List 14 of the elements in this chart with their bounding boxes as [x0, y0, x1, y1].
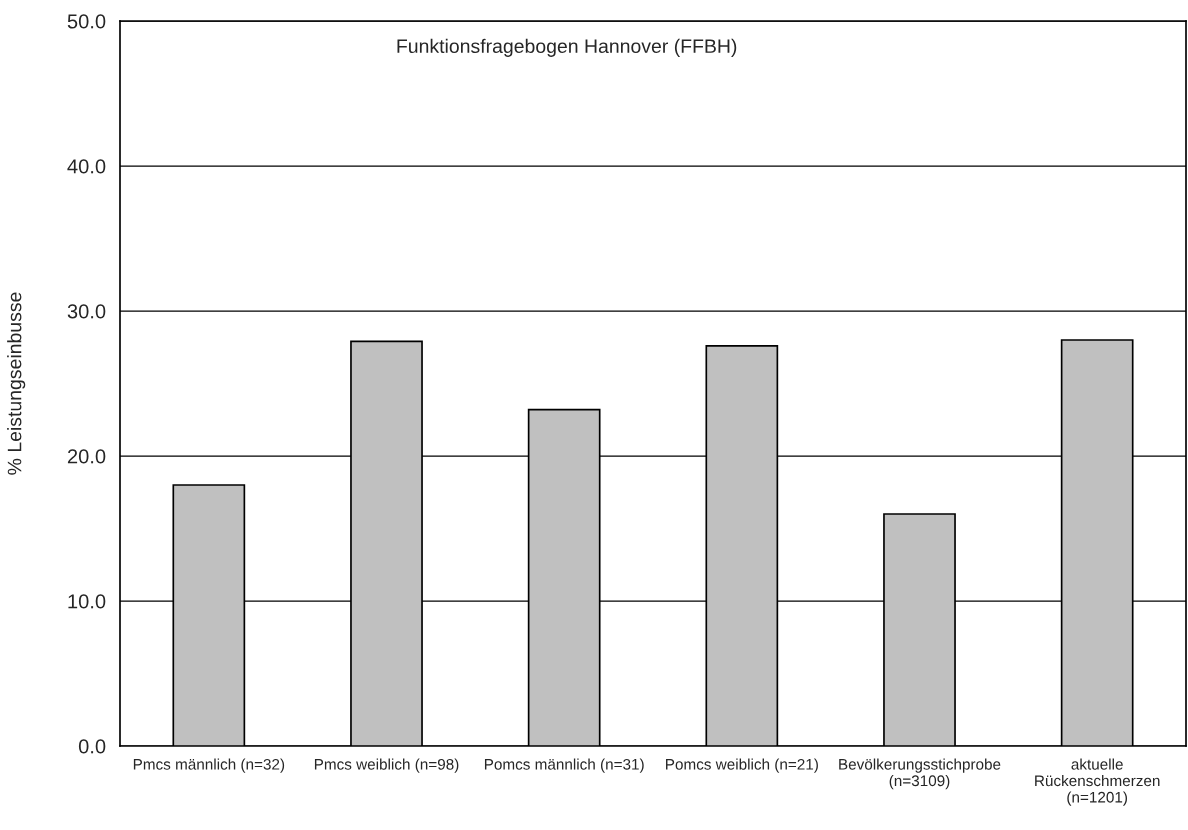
- y-tick-label: 50.0: [67, 14, 106, 29]
- y-axis-title: % Leistungseinbusse: [7, 292, 26, 475]
- text: Funktionsfragebogen Hannover (FFBH): [397, 38, 737, 57]
- x-tick-label: Pomcs männlich (n=31): [484, 758, 644, 773]
- y-tick-label: 30.0: [67, 304, 106, 319]
- y-tick-label: 10.0: [68, 594, 106, 609]
- y-tick-label: 0.0: [78, 739, 106, 754]
- x-tick-label: Pmcs weiblich (n=98): [314, 758, 459, 773]
- x-tick-label: Pmcs männlich (n=32): [133, 758, 285, 773]
- y-tick-label: 40.0: [67, 159, 106, 174]
- x-tick-label: Bevölkerungsstichprobe (n=3109): [839, 758, 1001, 790]
- y-tick-label: 20.0: [67, 449, 106, 464]
- x-tick-label: Pomcs weiblich (n=21): [666, 758, 818, 773]
- x-tick-label: aktuelle Rückenschmerzen (n=1201): [1035, 758, 1160, 806]
